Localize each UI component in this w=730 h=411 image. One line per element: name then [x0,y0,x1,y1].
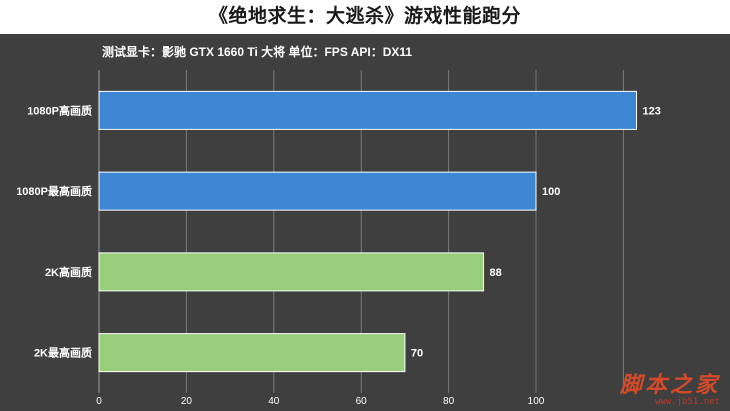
x-tick-label: 40 [268,396,280,407]
x-tick-label: 20 [181,396,193,407]
data-label: 70 [411,348,423,360]
bar-layer [98,90,638,373]
bar-2 [98,171,537,211]
watermark: 脚本之家 www.jb51.net [620,373,720,407]
data-label: 100 [542,186,560,198]
data-label: 123 [643,105,661,117]
category-label: 1080P最高画质 [16,184,92,198]
bar-4 [98,333,406,373]
x-tick-label: 0 [96,396,102,407]
category-label: 2K高画质 [45,265,92,279]
x-tick-label: 100 [528,396,545,407]
watermark-url: www.jb51.net [654,397,720,407]
x-tick-label: 60 [356,396,368,407]
category-label: 2K最高画质 [34,346,92,360]
x-tick-label: 80 [443,396,455,407]
category-label: 1080P高画质 [27,103,92,117]
data-label: 88 [490,267,502,279]
bar-3 [98,252,485,292]
bar-1 [98,90,638,130]
label-layer: 0 20 40 60 80 100 1080P高画质 123 1080P最高画质 100 2K高画质… [16,103,661,407]
chart-title: 《绝地求生：大逃杀》游戏性能跑分 [208,6,521,27]
title-band [0,0,730,34]
watermark-logo: 脚本之家 [619,372,720,398]
chart-subtitle: 测试显卡：影驰 GTX 1660 Ti 大将 单位：FPS API：DX11 [102,45,413,59]
